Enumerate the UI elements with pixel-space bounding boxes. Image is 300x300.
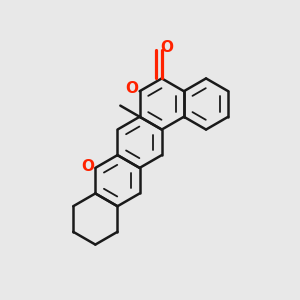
Text: O: O <box>126 81 139 96</box>
Text: O: O <box>81 159 94 174</box>
Text: O: O <box>160 40 174 55</box>
